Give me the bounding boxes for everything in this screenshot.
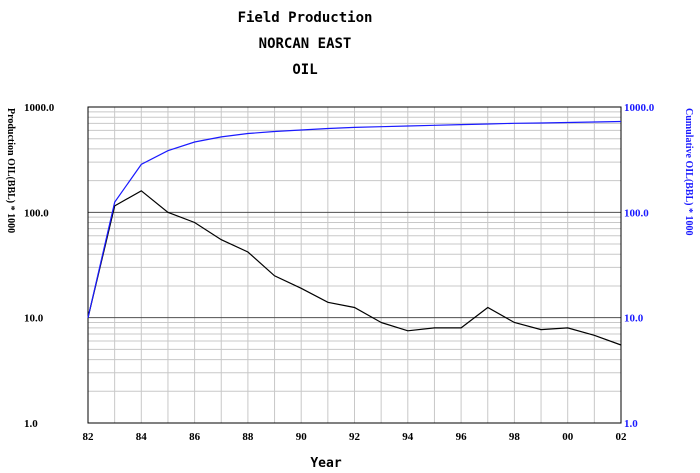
y-tick-label-right: 1000.0 bbox=[624, 102, 655, 114]
y-tick-label-left: 1.0 bbox=[24, 418, 38, 430]
x-tick-label: 98 bbox=[509, 431, 521, 443]
y-axis-label-right: Cumulative OIL(BBL) * 1000 bbox=[683, 108, 694, 236]
series-layer bbox=[87, 120, 622, 346]
x-tick-label: 94 bbox=[402, 431, 414, 443]
y-tick-labels-left: 1.0 10.0 100.0 1000.0 bbox=[24, 102, 55, 430]
x-tick-label: 00 bbox=[562, 431, 574, 443]
series-line-cumulative bbox=[87, 120, 622, 318]
x-tick-label: 84 bbox=[136, 431, 148, 443]
chart-title-line-1: Field Production bbox=[237, 10, 373, 26]
x-tick-labels: 82 84 86 88 90 92 94 96 98 00 02 bbox=[83, 431, 628, 443]
grid-minor bbox=[88, 107, 621, 423]
y-tick-label-left: 10.0 bbox=[24, 313, 44, 325]
y-axis-label-left: Production OIL(BBL) * 1000 bbox=[5, 108, 16, 233]
x-tick-label: 90 bbox=[296, 431, 308, 443]
series-line-production bbox=[87, 190, 622, 346]
x-tick-label: 92 bbox=[349, 431, 361, 443]
y-tick-label-right: 10.0 bbox=[624, 313, 644, 325]
y-tick-labels-right: 1.0 10.0 100.0 1000.0 bbox=[624, 102, 655, 430]
x-tick-label: 96 bbox=[456, 431, 468, 443]
y-tick-label-left: 100.0 bbox=[24, 207, 49, 219]
chart-title-line-3: OIL bbox=[292, 62, 318, 78]
x-tick-label: 88 bbox=[242, 431, 254, 443]
y-tick-label-right: 1.0 bbox=[624, 418, 638, 430]
plot-frame bbox=[87, 106, 622, 424]
chart-title-line-2: NORCAN EAST bbox=[258, 36, 352, 52]
x-axis-label: Year bbox=[310, 456, 341, 471]
y-tick-label-right: 100.0 bbox=[624, 207, 649, 219]
grid-major bbox=[88, 211, 621, 319]
y-tick-label-left: 1000.0 bbox=[24, 102, 55, 114]
x-tick-label: 82 bbox=[83, 431, 95, 443]
x-tick-label: 02 bbox=[616, 431, 628, 443]
x-tick-label: 86 bbox=[189, 431, 201, 443]
